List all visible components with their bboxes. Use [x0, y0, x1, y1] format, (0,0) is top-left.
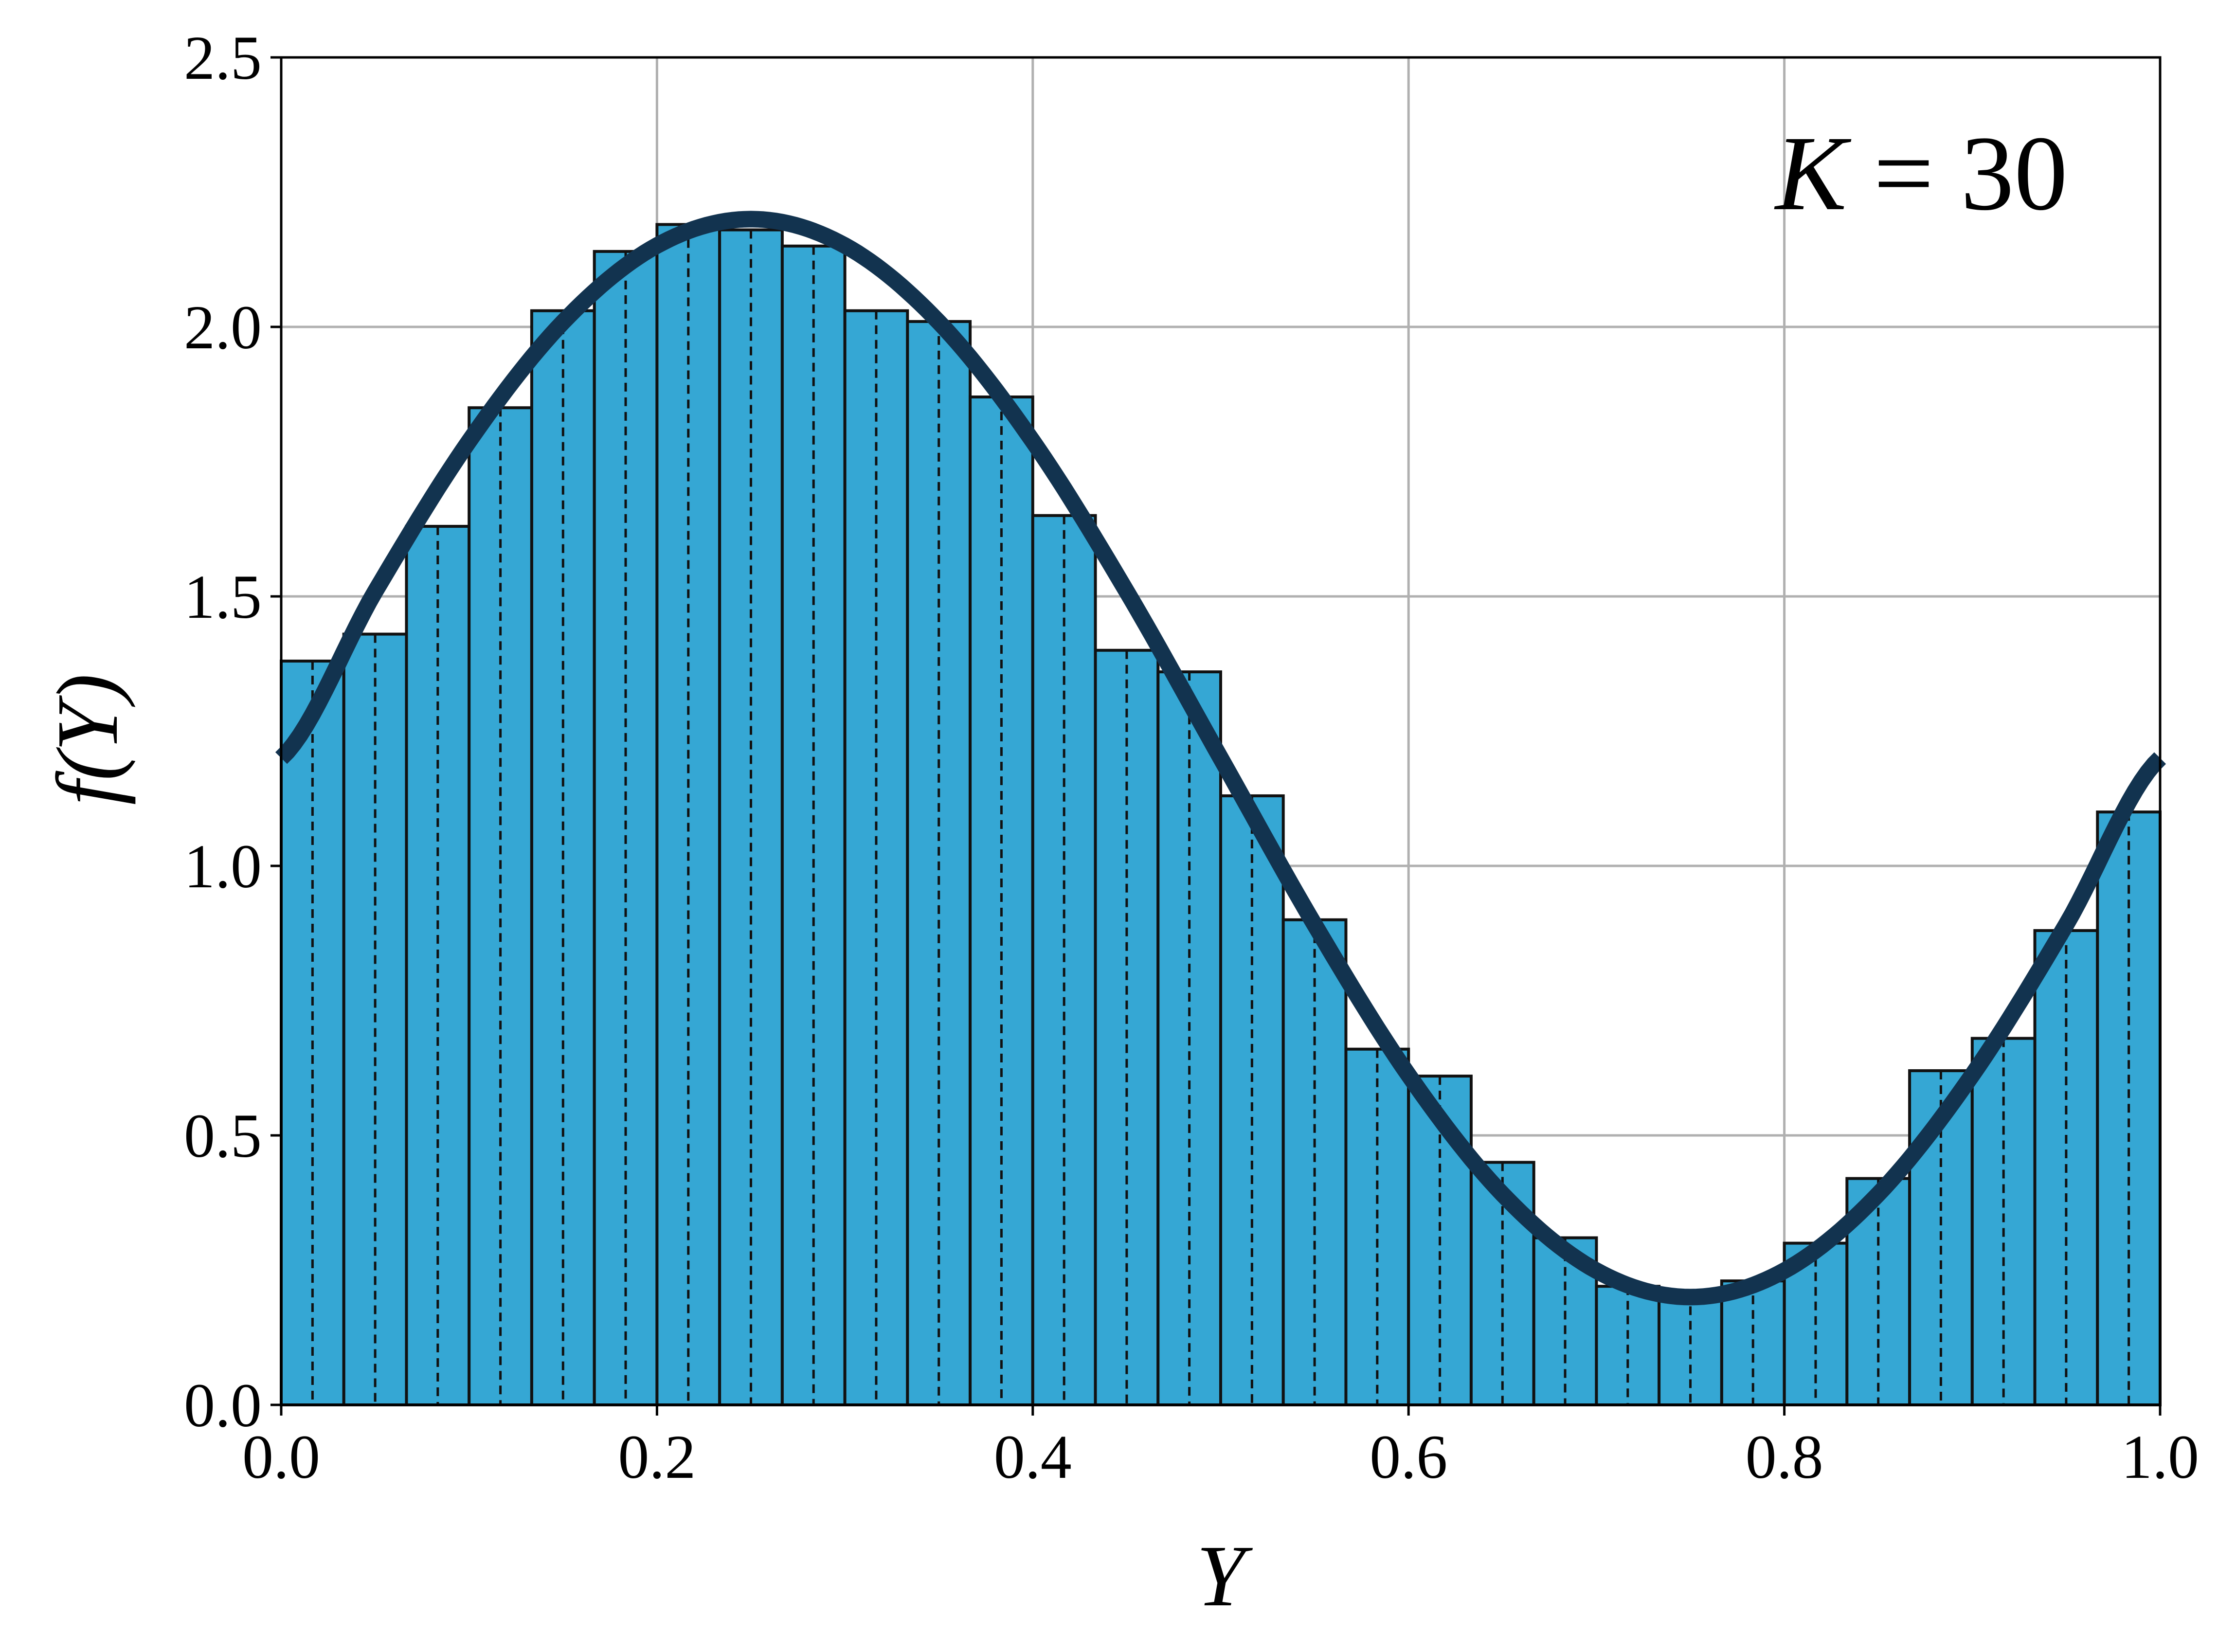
- x-tick-label: 0.0: [242, 1422, 320, 1491]
- k-annotation: K = 30: [1774, 114, 2068, 233]
- x-tick-label: 0.6: [1370, 1422, 1447, 1491]
- y-axis-label: f(Y): [39, 674, 136, 805]
- density-curve-group: [275, 211, 2166, 1306]
- histogram-bar: [1281, 918, 1348, 1407]
- x-tick-label: 0.2: [618, 1422, 696, 1491]
- y-tick-label: 0.0: [184, 1371, 262, 1440]
- axis-labels: 0.0 0.2 0.4 0.6 0.8 1.0 0.0 0.5 1.0 1.5 2.0 2.5: [184, 23, 2199, 1491]
- k-annotation-value: = 30: [1847, 114, 2068, 233]
- x-tick-label: 0.4: [994, 1422, 1072, 1491]
- y-tick-label: 2.5: [184, 23, 262, 92]
- x-tick-label: 0.8: [1746, 1422, 1823, 1491]
- axes-frame: [280, 56, 2162, 1406]
- y-tick-label: 1.0: [184, 832, 262, 901]
- x-axis-label: Y: [1196, 1527, 1253, 1624]
- plot-frame: [280, 56, 2162, 1406]
- density-curve: [275, 211, 2166, 1306]
- y-tick-label: 2.0: [184, 293, 262, 362]
- histogram-bar: [1094, 648, 1160, 1406]
- y-tick-label: 0.5: [184, 1101, 262, 1170]
- y-tick-label: 1.5: [184, 562, 262, 631]
- k-annotation-variable: K: [1774, 114, 1852, 233]
- bin-center-dashed-lines: [311, 224, 2130, 1405]
- axis-ticks: [270, 56, 2162, 1416]
- x-tick-label: 1.0: [2121, 1422, 2199, 1491]
